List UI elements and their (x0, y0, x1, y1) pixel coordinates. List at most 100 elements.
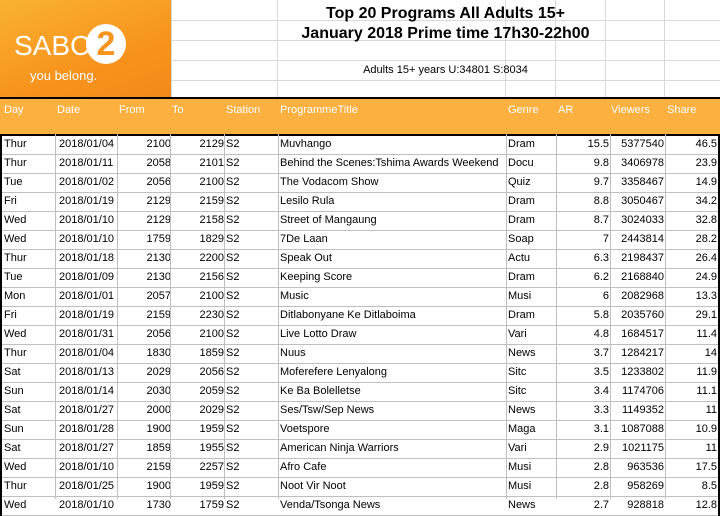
cell-title: Keeping Score (280, 271, 353, 283)
cell-from: 2159 (146, 461, 171, 473)
cell-share: 8.5 (701, 480, 717, 492)
cell-date: 2018/01/10 (59, 461, 115, 473)
cell-day: Fri (4, 309, 17, 321)
cell-share: 11.9 (696, 366, 717, 378)
cell-day: Sat (4, 442, 21, 454)
report-universe: Adults 15+ years U:34801 S:8034 (363, 64, 528, 76)
cell-genre: Sitc (508, 366, 527, 378)
cell-to: 2230 (199, 309, 224, 321)
cell-day: Tue (4, 176, 23, 188)
cell-ar: 6.2 (593, 271, 609, 283)
table-row: Sun 2018/01/14 2030 2059 S2 Ke Ba Bolelletse S… (2, 383, 718, 402)
cell-title: Voetspore (280, 423, 330, 435)
report-period: January 2018 Prime time 17h30-22h00 (301, 25, 590, 42)
cell-genre: Vari (508, 328, 527, 340)
cell-genre: News (508, 499, 536, 511)
cell-to: 2100 (199, 290, 224, 302)
cell-date: 2018/01/10 (59, 499, 115, 511)
cell-ar: 6.3 (593, 252, 609, 264)
cell-viewers: 958269 (627, 480, 664, 492)
cell-ar: 7 (602, 233, 609, 245)
cell-station: S2 (226, 499, 240, 511)
cell-ar: 3.3 (593, 404, 609, 416)
cell-station: S2 (226, 290, 240, 302)
cell-station: S2 (226, 461, 240, 473)
cell-title: Nuus (280, 347, 306, 359)
cell-genre: Musi (508, 461, 532, 473)
cell-viewers: 1174706 (621, 385, 664, 397)
cell-title: Lesilo Rula (280, 195, 335, 207)
cell-share: 29.1 (695, 309, 717, 321)
cell-from: 2056 (146, 328, 171, 340)
cell-date: 2018/01/28 (59, 423, 115, 435)
cell-title: Music (280, 290, 309, 302)
cell-date: 2018/01/19 (59, 195, 115, 207)
cell-ar: 8.7 (593, 214, 609, 226)
cell-date: 2018/01/14 (59, 385, 115, 397)
cell-day: Wed (4, 328, 27, 340)
col-station: Station (226, 104, 261, 116)
cell-genre: Musi (508, 290, 532, 302)
cell-from: 1900 (146, 423, 171, 435)
cell-day: Thur (4, 252, 27, 264)
cell-viewers: 3406978 (621, 157, 664, 169)
cell-genre: Actu (508, 252, 531, 264)
cell-genre: Dram (508, 195, 535, 207)
col-share: Share (667, 104, 697, 116)
cell-genre: News (508, 347, 536, 359)
cell-genre: Soap (508, 233, 534, 245)
cell-station: S2 (226, 442, 240, 454)
cell-viewers: 3358467 (621, 176, 664, 188)
cell-share: 11.4 (696, 328, 717, 340)
cell-genre: Dram (508, 214, 535, 226)
cell-viewers: 3024033 (621, 214, 664, 226)
cell-date: 2018/01/01 (59, 290, 115, 302)
cell-from: 2129 (146, 195, 171, 207)
cell-viewers: 2168840 (621, 271, 664, 283)
cell-viewers: 2035760 (621, 309, 664, 321)
cell-day: Wed (4, 461, 27, 473)
cell-day: Sat (4, 404, 21, 416)
col-from: From (119, 104, 145, 116)
table-row: Wed 2018/01/31 2056 2100 S2 Live Lotto Draw Va… (2, 326, 718, 345)
cell-share: 11 (705, 404, 717, 416)
cell-share: 11.1 (696, 385, 717, 397)
cell-share: 17.5 (695, 461, 717, 473)
cell-day: Mon (4, 290, 26, 302)
logo-number: 2 (86, 24, 126, 64)
logo-brand: SABC (14, 30, 91, 61)
cell-from: 1900 (146, 480, 171, 492)
col-ar: AR (558, 104, 574, 116)
cell-ar: 2.9 (593, 442, 609, 454)
cell-day: Tue (4, 271, 23, 283)
cell-title: Ses/Tsw/Sep News (280, 404, 375, 416)
cell-station: S2 (226, 195, 240, 207)
cell-from: 2056 (146, 176, 171, 188)
cell-ar: 3.1 (593, 423, 609, 435)
cell-date: 2018/01/27 (59, 442, 115, 454)
cell-title: Noot Vir Noot (280, 480, 346, 492)
cell-viewers: 2082968 (621, 290, 664, 302)
table-row: Wed 2018/01/10 1730 1759 S2 Venda/Tsonga News… (2, 497, 718, 516)
table-row: Thur 2018/01/18 2130 2200 S2 Speak Out Actu 6.3… (2, 250, 718, 269)
cell-to: 2056 (199, 366, 224, 378)
cell-viewers: 1284217 (621, 347, 664, 359)
table-row: Tue 2018/01/09 2130 2156 S2 Keeping Score Dram… (2, 269, 718, 288)
cell-to: 2101 (199, 157, 224, 169)
table-row: Fri 2018/01/19 2129 2159 S2 Lesilo Rula Dram 8.… (2, 193, 718, 212)
cell-to: 2257 (199, 461, 224, 473)
cell-title: Muvhango (280, 138, 332, 150)
cell-share: 10.9 (695, 423, 717, 435)
cell-title: American Ninja Warriors (280, 442, 399, 454)
cell-station: S2 (226, 138, 240, 150)
cell-genre: Musi (508, 480, 532, 492)
cell-date: 2018/01/19 (59, 309, 115, 321)
cell-ar: 15.5 (587, 138, 609, 150)
cell-day: Sun (4, 423, 24, 435)
cell-date: 2018/01/10 (59, 214, 115, 226)
cell-to: 2200 (199, 252, 224, 264)
cell-day: Thur (4, 157, 27, 169)
cell-date: 2018/01/09 (59, 271, 115, 283)
cell-from: 2100 (146, 138, 171, 150)
logo-tagline: you belong. (30, 68, 98, 83)
